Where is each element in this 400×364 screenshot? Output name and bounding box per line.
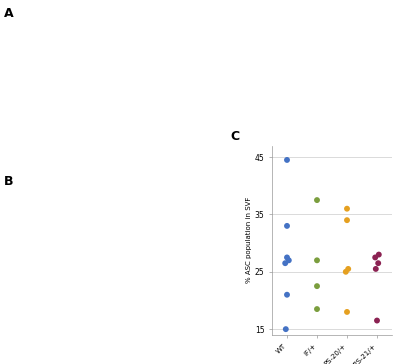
Point xyxy=(375,260,382,266)
Point xyxy=(286,257,292,263)
Point xyxy=(344,309,350,315)
Point xyxy=(373,266,379,272)
Point xyxy=(284,292,290,298)
Text: A: A xyxy=(4,7,14,20)
Point xyxy=(342,269,349,275)
Point xyxy=(374,318,380,324)
Point xyxy=(314,306,320,312)
Point xyxy=(372,254,378,260)
Point xyxy=(282,260,288,266)
Y-axis label: % ASC population in SVF: % ASC population in SVF xyxy=(246,197,252,284)
Point xyxy=(344,217,350,223)
Point xyxy=(314,197,320,203)
Point xyxy=(376,252,382,257)
Point xyxy=(284,254,290,260)
Point xyxy=(314,257,320,263)
Point xyxy=(344,206,350,211)
Text: B: B xyxy=(4,175,14,188)
Point xyxy=(282,326,289,332)
Point xyxy=(314,283,320,289)
Text: C: C xyxy=(230,130,239,143)
Point xyxy=(284,157,290,163)
Point xyxy=(284,223,290,229)
Point xyxy=(345,266,351,272)
